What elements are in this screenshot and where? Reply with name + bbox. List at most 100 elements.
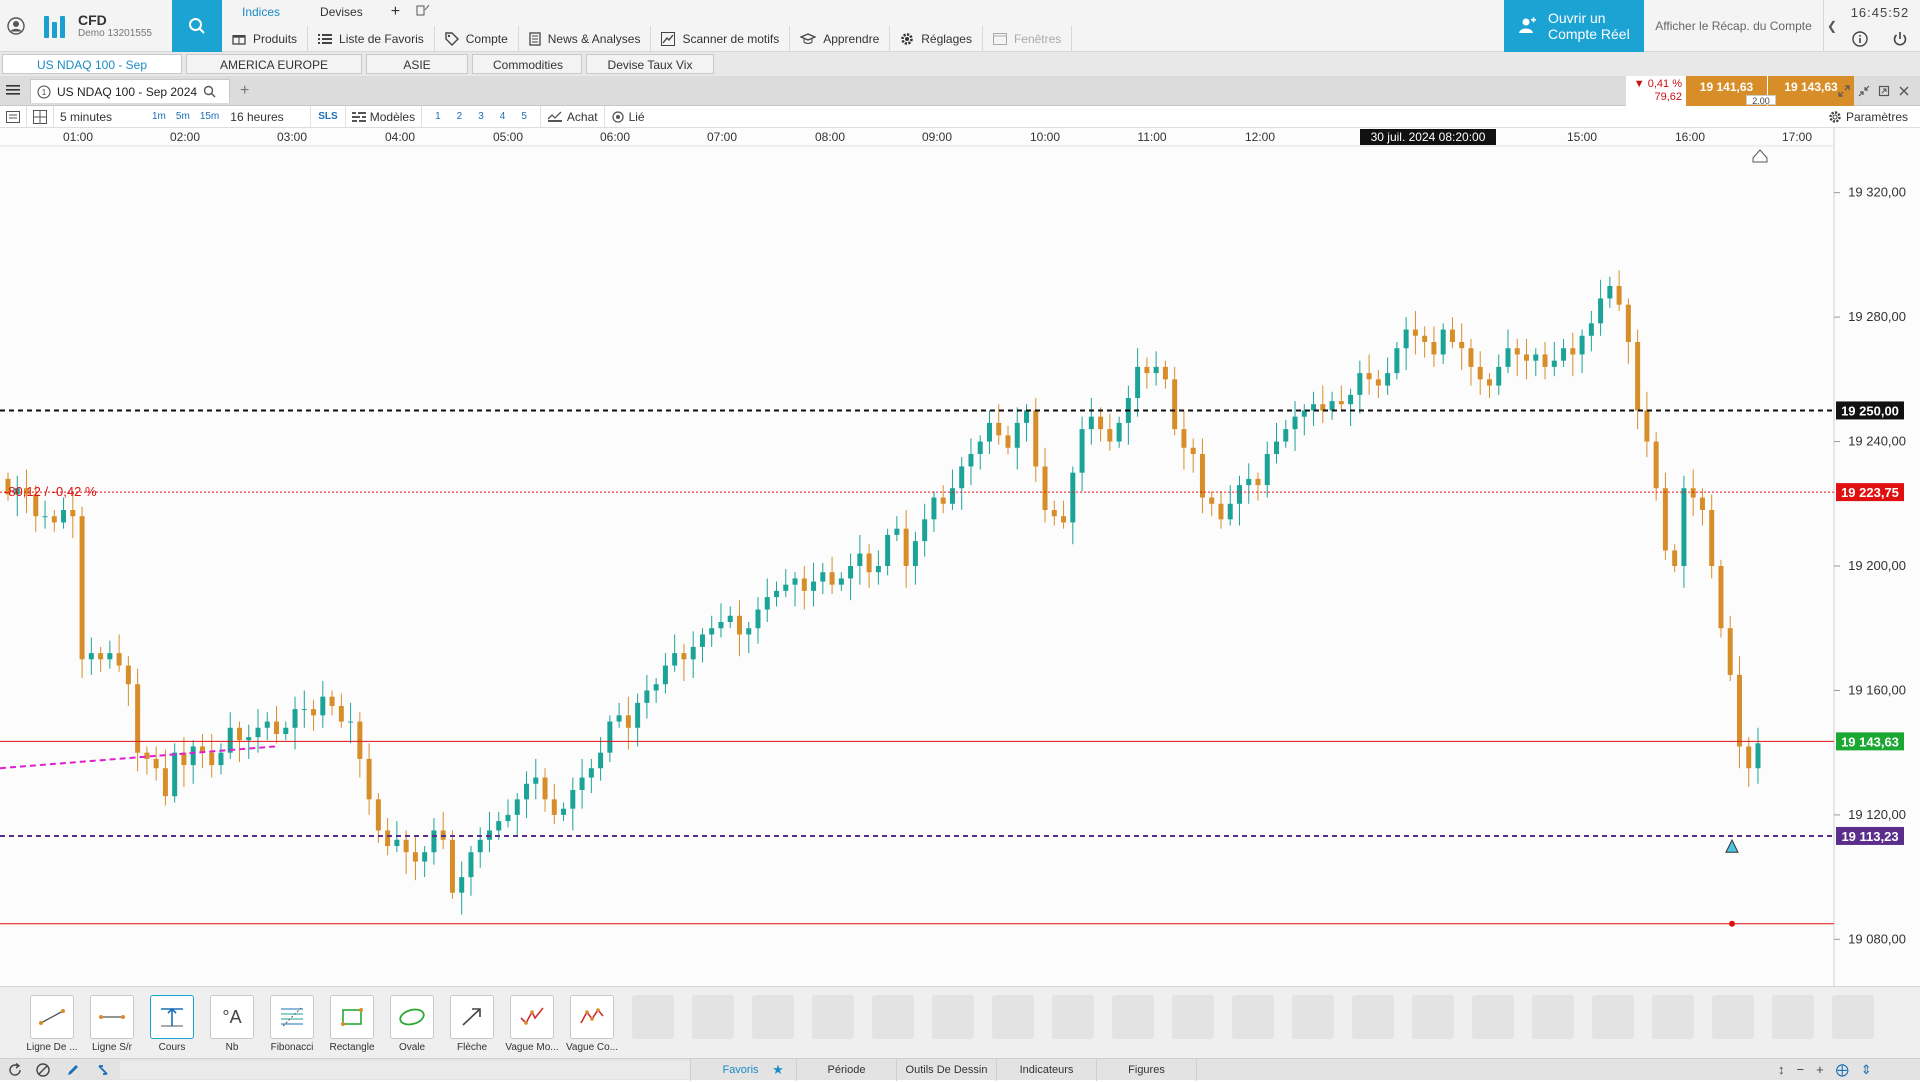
chart-instrument-tab[interactable]: 1 US NDAQ 100 - Sep 2024 xyxy=(30,79,230,103)
candle-body[interactable] xyxy=(709,628,715,635)
candle-body[interactable] xyxy=(51,516,57,523)
candle-body[interactable] xyxy=(977,441,983,454)
scroll-latest-icon[interactable] xyxy=(1752,149,1768,163)
info-icon[interactable] xyxy=(1852,31,1868,47)
candle-body[interactable] xyxy=(1709,510,1715,566)
candle-body[interactable] xyxy=(459,877,465,893)
candle-body[interactable] xyxy=(829,572,835,585)
layout-3[interactable]: 3 xyxy=(478,111,484,122)
candle-body[interactable] xyxy=(42,516,48,518)
candle-body[interactable] xyxy=(1042,466,1048,510)
candle-body[interactable] xyxy=(505,814,511,822)
candle-body[interactable] xyxy=(1598,298,1604,324)
user-account-button[interactable] xyxy=(0,0,32,52)
candle-body[interactable] xyxy=(292,709,298,728)
candle-body[interactable] xyxy=(209,752,215,766)
candle-body[interactable] xyxy=(1440,329,1446,355)
candle-body[interactable] xyxy=(681,653,687,660)
candle-body[interactable] xyxy=(236,727,242,741)
price-chart[interactable]: 01:00 02:00 03:00 04:00 05:00 06:00 07:00 08:00… xyxy=(0,128,1920,986)
expand-arrows-icon[interactable] xyxy=(1838,85,1850,97)
candle-body[interactable] xyxy=(625,715,631,728)
linked-toggle[interactable]: Lié xyxy=(603,105,651,128)
candle-body[interactable] xyxy=(1116,422,1122,442)
candle-body[interactable] xyxy=(1338,401,1344,405)
candle-body[interactable] xyxy=(477,839,483,853)
candle-body[interactable] xyxy=(1477,366,1483,380)
candle-body[interactable] xyxy=(1496,366,1502,386)
zoom-in-button[interactable]: + xyxy=(1816,1062,1824,1077)
candle-body[interactable] xyxy=(329,696,335,706)
candle-body[interactable] xyxy=(1014,422,1020,448)
candle-body[interactable] xyxy=(1662,488,1668,551)
candle-body[interactable] xyxy=(1227,503,1233,520)
candle-body[interactable] xyxy=(1357,373,1363,395)
candle-body[interactable] xyxy=(1283,429,1289,442)
candle-body[interactable] xyxy=(255,727,261,738)
fit-vertical-icon[interactable]: ⇕ xyxy=(1860,1062,1872,1077)
candle-body[interactable] xyxy=(1486,379,1492,386)
layout-1[interactable]: 1 xyxy=(435,111,441,122)
candle-body[interactable] xyxy=(820,572,826,582)
candle-body[interactable] xyxy=(1218,503,1224,520)
candle-body[interactable] xyxy=(986,422,992,442)
tab-america-europe[interactable]: AMERICA EUROPE xyxy=(186,54,362,74)
candle-body[interactable] xyxy=(1024,410,1030,423)
candle-body[interactable] xyxy=(144,752,150,759)
candle-body[interactable] xyxy=(1079,429,1085,473)
candle-body[interactable] xyxy=(135,684,141,753)
candle-body[interactable] xyxy=(1274,441,1280,454)
interval-1m[interactable]: 1m xyxy=(152,111,166,122)
candle-body[interactable] xyxy=(1551,360,1557,367)
candle-body[interactable] xyxy=(1236,485,1242,504)
candle-body[interactable] xyxy=(394,839,400,846)
candle-body[interactable] xyxy=(598,752,604,769)
candle-body[interactable] xyxy=(1070,472,1076,523)
candle-body[interactable] xyxy=(1209,497,1215,504)
bottom-tab-periode[interactable]: Période xyxy=(796,1059,896,1081)
candle-body[interactable] xyxy=(1653,441,1659,489)
candle-body[interactable] xyxy=(542,777,548,800)
candle-body[interactable] xyxy=(1107,429,1113,442)
bottom-tab-indicateurs[interactable]: Indicateurs xyxy=(996,1059,1096,1081)
tool-ligne-sr[interactable]: Ligne S/r xyxy=(82,995,142,1055)
candle-body[interactable] xyxy=(1699,497,1705,510)
candle-body[interactable] xyxy=(866,553,872,573)
candle-body[interactable] xyxy=(172,752,178,797)
shrink-arrows-icon[interactable] xyxy=(1858,85,1870,97)
candle-body[interactable] xyxy=(1348,394,1354,405)
menu-compte[interactable]: Compte xyxy=(435,26,519,52)
candle-body[interactable] xyxy=(1264,454,1270,486)
candle-body[interactable] xyxy=(607,721,613,753)
favorites-star-icon[interactable]: ★ xyxy=(772,1062,784,1077)
candle-body[interactable] xyxy=(422,852,428,862)
candle-body[interactable] xyxy=(1181,429,1187,448)
candle-body[interactable] xyxy=(366,758,372,800)
candle-body[interactable] xyxy=(1033,410,1039,467)
candle-body[interactable] xyxy=(274,721,280,734)
candle-body[interactable] xyxy=(912,541,918,566)
menu-reglages[interactable]: Réglages xyxy=(890,26,983,52)
candle-body[interactable] xyxy=(1199,454,1205,498)
candle-body[interactable] xyxy=(218,752,224,766)
candle-body[interactable] xyxy=(783,584,789,591)
candle-body[interactable] xyxy=(1644,410,1650,442)
interval-5m[interactable]: 5m xyxy=(175,111,190,122)
candle-body[interactable] xyxy=(1542,354,1548,367)
buy-price-button[interactable]: 19 143,63 xyxy=(1768,76,1854,106)
candle-body[interactable] xyxy=(968,454,974,467)
chart-settings-button[interactable]: Paramètres xyxy=(1822,106,1914,128)
candle-body[interactable] xyxy=(61,510,67,523)
candle-body[interactable] xyxy=(1570,348,1576,355)
candle-body[interactable] xyxy=(1449,329,1455,342)
candle-body[interactable] xyxy=(1051,510,1057,517)
candle-body[interactable] xyxy=(1607,286,1613,299)
candle-body[interactable] xyxy=(311,709,317,716)
candle-body[interactable] xyxy=(736,615,742,635)
candlestick-chart[interactable]: 01:00 02:00 03:00 04:00 05:00 06:00 07:00 08:00… xyxy=(0,128,1920,986)
candle-body[interactable] xyxy=(33,494,39,517)
candle-body[interactable] xyxy=(412,852,418,862)
candle-body[interactable] xyxy=(940,497,946,504)
candle-body[interactable] xyxy=(1162,366,1168,380)
candle-body[interactable] xyxy=(699,634,705,647)
